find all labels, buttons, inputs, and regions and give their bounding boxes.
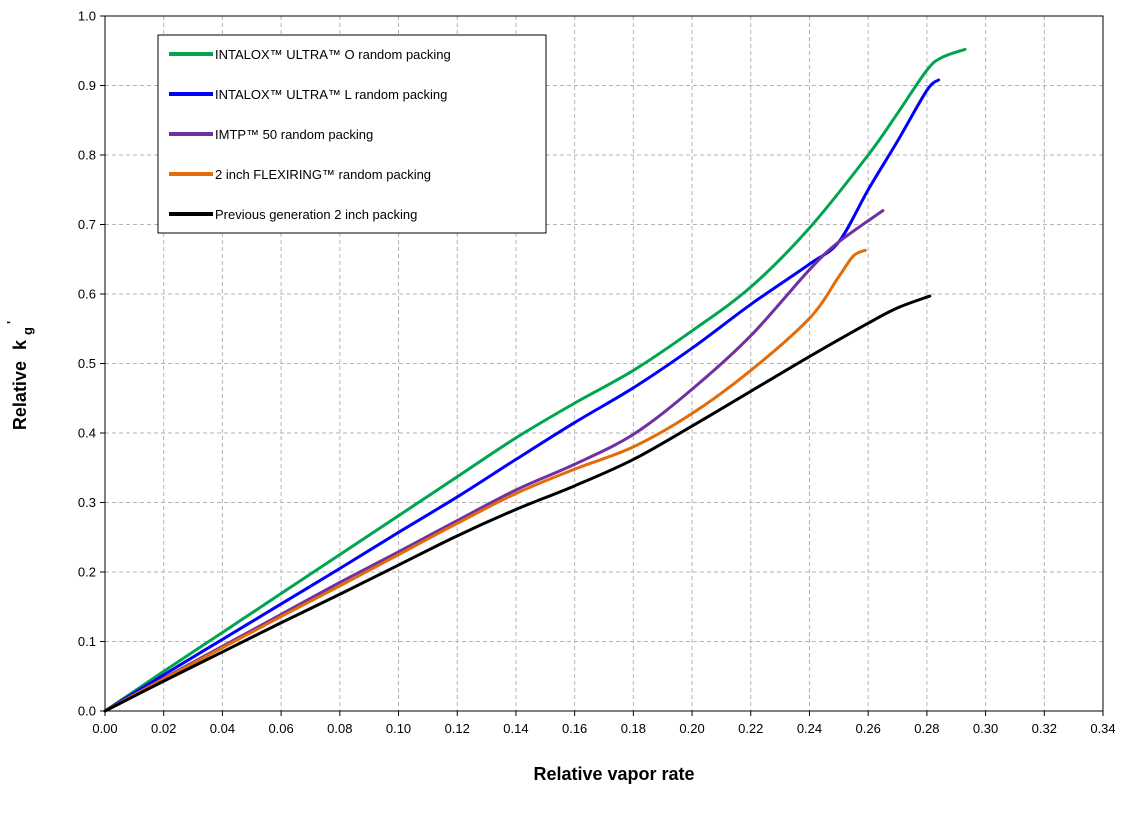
x-tick-label: 0.20 (679, 721, 704, 736)
x-tick-label: 0.24 (797, 721, 822, 736)
series-line-4 (103, 248, 867, 713)
legend-label: 2 inch FLEXIRING™ random packing (215, 167, 431, 182)
legend-box (157, 34, 547, 234)
legend: INTALOX™ ULTRA™ O random packing INTALOX™… (157, 34, 547, 234)
series-line-2 (103, 78, 941, 713)
x-tick-label: 0.26 (856, 721, 881, 736)
legend-item-5: Previous generation 2 inch packing (169, 207, 417, 222)
legend-item-3: IMTP™ 50 random packing (169, 127, 373, 142)
y-tick-label: 0.2 (78, 565, 96, 580)
y-tick-label: 0.7 (78, 217, 96, 232)
x-tick-label: 0.30 (973, 721, 998, 736)
x-tick-label: 0.22 (738, 721, 763, 736)
x-tick-label: 0.00 (92, 721, 117, 736)
x-tick-label: 0.08 (327, 721, 352, 736)
y-axis-title-symbol: k (10, 339, 30, 350)
y-axis-title: Relative k g ' (4, 321, 36, 430)
y-axis-title-main: Relative (10, 361, 30, 430)
legend-item-4: 2 inch FLEXIRING™ random packing (169, 167, 431, 182)
x-tick-label: 0.06 (268, 721, 293, 736)
y-tick-label: 0.6 (78, 287, 96, 302)
legend-item-2: INTALOX™ ULTRA™ L random packing (169, 87, 447, 102)
legend-item-1: INTALOX™ ULTRA™ O random packing (169, 47, 451, 62)
x-tick-label: 0.12 (445, 721, 470, 736)
x-tick-label: 0.18 (621, 721, 646, 736)
x-axis-ticks: 0.00 0.02 0.04 0.06 0.08 0.10 0.12 0.14 0.16 0.18… (92, 711, 1116, 736)
y-tick-label: 0.4 (78, 426, 96, 441)
x-tick-label: 0.34 (1090, 721, 1115, 736)
x-tick-label: 0.10 (386, 721, 411, 736)
y-tick-label: 0.1 (78, 634, 96, 649)
x-axis-title: Relative vapor rate (533, 764, 694, 784)
series-line-1 (103, 47, 967, 713)
series-line-5 (103, 294, 932, 713)
x-tick-label: 0.02 (151, 721, 176, 736)
x-tick-label: 0.28 (914, 721, 939, 736)
y-tick-label: 0.3 (78, 495, 96, 510)
legend-label: IMTP™ 50 random packing (215, 127, 373, 142)
legend-label: Previous generation 2 inch packing (215, 207, 417, 222)
legend-label: INTALOX™ ULTRA™ O random packing (215, 47, 451, 62)
y-axis-ticks: 0.0 0.1 0.2 0.3 0.4 0.5 0.6 0.7 0.8 0.9 1.0 (78, 9, 105, 719)
x-tick-label: 0.16 (562, 721, 587, 736)
legend-label: INTALOX™ ULTRA™ L random packing (215, 87, 447, 102)
series-lines (103, 47, 967, 713)
x-tick-label: 0.32 (1032, 721, 1057, 736)
x-tick-label: 0.04 (210, 721, 235, 736)
y-tick-label: 0.9 (78, 78, 96, 93)
y-tick-label: 0.8 (78, 148, 96, 163)
x-tick-label: 0.14 (503, 721, 528, 736)
y-tick-label: 0.5 (78, 356, 96, 371)
y-axis-title-superscript: ' (4, 321, 19, 324)
series-line-3 (103, 209, 885, 713)
y-tick-label: 0.0 (78, 704, 96, 719)
y-tick-label: 1.0 (78, 9, 96, 24)
y-axis-title-subscript: g (20, 327, 35, 335)
